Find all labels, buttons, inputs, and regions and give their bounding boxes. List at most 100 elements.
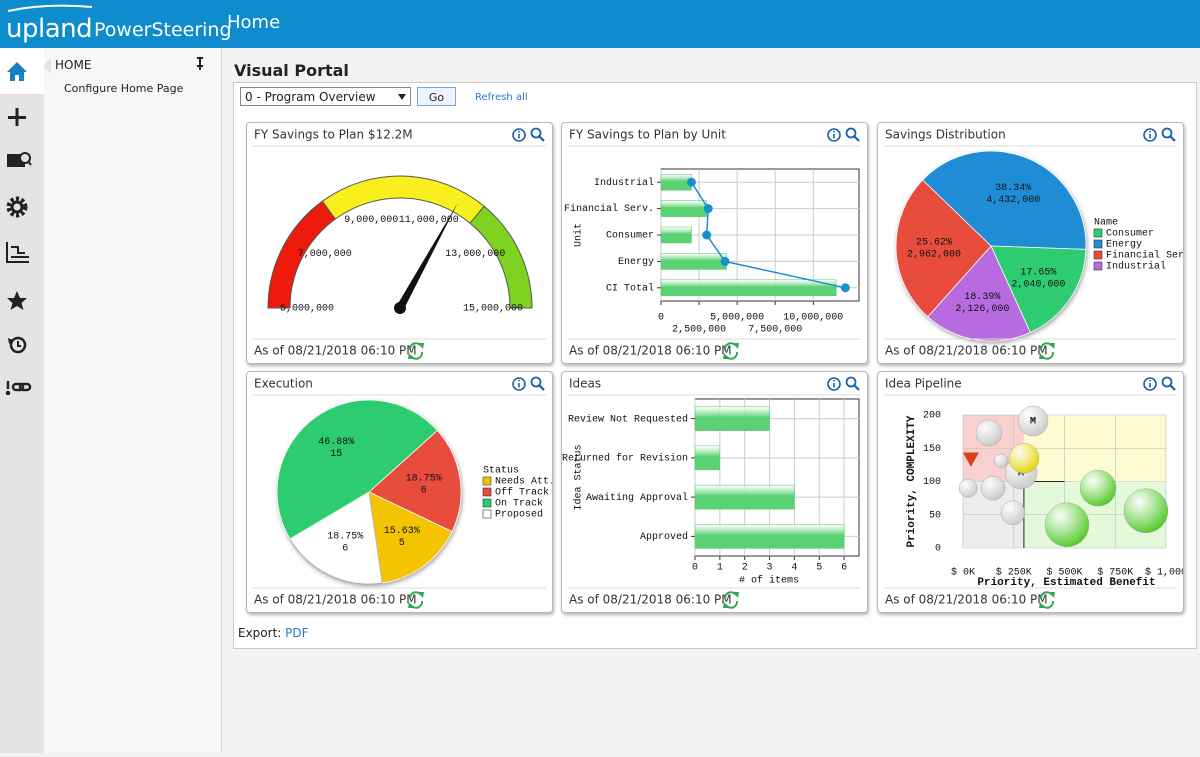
refresh-icon[interactable] <box>723 342 739 360</box>
portal-title: Visual Portal <box>234 61 349 80</box>
y-tick-label: Awaiting Approval <box>586 492 688 504</box>
bubble <box>1079 469 1117 507</box>
refresh-icon[interactable] <box>408 342 424 360</box>
refresh-head <box>733 592 739 598</box>
y-tick-label: 150 <box>923 444 941 455</box>
home-icon[interactable] <box>7 62 27 81</box>
export-pdf-link[interactable]: PDF <box>285 626 309 640</box>
legend-label: Proposed <box>495 509 543 521</box>
chart-title: FY Savings to Plan $12.2M <box>254 128 413 142</box>
x-axis-label: Priority, Estimated Benefit <box>977 577 1155 589</box>
info-icon[interactable] <box>1143 377 1157 391</box>
search-folder-icon[interactable] <box>7 152 32 167</box>
info-icon[interactable] <box>827 377 841 391</box>
line-point <box>720 256 730 266</box>
hierarchy-icon[interactable] <box>6 242 29 263</box>
gauge-tick-label: 9,000,000 <box>344 215 398 226</box>
view-select[interactable]: 0 - Program Overview <box>240 87 411 106</box>
pie-amount-label: 5 <box>399 538 405 549</box>
legend-label: Industrial <box>1106 261 1166 273</box>
legend-title: Status <box>483 466 519 477</box>
y-axis-label: Idea Status <box>573 444 585 510</box>
bar <box>694 484 795 510</box>
zoom-handle <box>853 384 860 391</box>
y-tick-label: Review Not Requested <box>568 413 688 425</box>
info-icon[interactable] <box>827 128 841 142</box>
pin-icon[interactable] <box>195 57 205 71</box>
zoom-icon[interactable] <box>845 127 860 142</box>
export-label: Export: <box>238 626 282 640</box>
line-point <box>702 230 712 240</box>
line-point <box>686 177 696 187</box>
brand[interactable]: upland <box>6 14 93 44</box>
chart: Execution18.75%615.63%518.75%646.88%15St… <box>253 376 552 609</box>
line-point <box>703 204 713 214</box>
history-icon[interactable] <box>8 336 27 354</box>
pie <box>895 150 1087 342</box>
legend-swatch <box>482 487 492 497</box>
bar <box>694 406 770 431</box>
x-tick-label: 10,000,000 <box>783 313 843 324</box>
favorites-icon[interactable] <box>7 291 27 310</box>
bar <box>660 253 727 270</box>
legend-swatch <box>1093 250 1103 260</box>
refresh-icon[interactable] <box>1039 591 1055 609</box>
zoom-icon[interactable] <box>1161 376 1176 391</box>
pie-amount-label: 15 <box>330 449 342 460</box>
nav-item[interactable]: Configure Home Page <box>64 82 184 95</box>
info-icon[interactable] <box>512 128 526 142</box>
x-tick-label: $ 500K <box>1046 567 1082 579</box>
info-icon[interactable] <box>1143 128 1157 142</box>
chart-title: Ideas <box>569 377 601 391</box>
info-icon[interactable] <box>512 377 526 391</box>
y-tick-label: Energy <box>618 257 654 268</box>
legend-swatch <box>1093 239 1103 249</box>
gauge-tick-label: 5,000,000 <box>280 304 334 315</box>
gauge-tick-label: 13,000,000 <box>445 249 505 260</box>
bubble <box>1123 488 1169 533</box>
pie-value-label: 46.88% <box>318 437 354 448</box>
y-tick-label: 100 <box>923 477 941 488</box>
footnote: As of 08/21/2018 06:10 PM <box>569 593 732 607</box>
zoom-handle <box>538 135 545 142</box>
y-tick-label: Approved <box>640 531 688 543</box>
product-name: PowerSteering <box>94 19 232 41</box>
nav-section[interactable]: HOME <box>55 58 92 72</box>
line-point <box>840 283 850 293</box>
legend-swatch <box>1093 228 1103 238</box>
footnote: As of 08/21/2018 06:10 PM <box>254 593 417 607</box>
settings-icon[interactable] <box>6 196 28 218</box>
chart-panel: Execution 18.75% 6 15.63% 5 18.75% 6 46.88% 15 St… <box>246 371 553 613</box>
zoom-icon[interactable] <box>845 376 860 391</box>
bar <box>660 200 707 217</box>
zoom-icon[interactable] <box>530 127 545 142</box>
legend-swatch <box>1093 261 1103 271</box>
refresh-link[interactable]: Refresh all <box>475 92 528 103</box>
info-dot <box>518 130 520 133</box>
zoom-icon[interactable] <box>1161 127 1176 142</box>
x-tick-label: 6 <box>841 563 847 574</box>
gauge-band <box>469 205 533 309</box>
header: upland PowerSteering Home <box>0 0 1200 48</box>
y-tick-label: CI Total <box>606 282 654 294</box>
add-icon[interactable] <box>8 108 26 126</box>
refresh-icon[interactable] <box>1039 342 1055 360</box>
zoom-handle <box>1169 384 1176 391</box>
pie-slice <box>276 399 438 540</box>
legend-label: Energy <box>1106 240 1142 251</box>
pie-slice <box>927 245 1031 342</box>
chart-title: FY Savings to Plan by Unit <box>569 128 726 142</box>
x-axis-label: # of items <box>739 575 799 587</box>
go-button[interactable]: Go <box>417 87 456 106</box>
zoom-handle <box>538 384 545 391</box>
bubble <box>1008 443 1040 474</box>
bubble-label: M <box>1018 468 1024 479</box>
zoom-icon[interactable] <box>530 376 545 391</box>
x-tick-label: $ 0K <box>951 567 975 579</box>
refresh-head <box>1039 353 1045 359</box>
refresh-icon[interactable] <box>408 591 424 609</box>
refresh-icon[interactable] <box>723 591 739 609</box>
bar <box>694 524 845 549</box>
gauge-tick-label: 7,000,000 <box>298 249 352 260</box>
links-icon[interactable] <box>5 381 32 396</box>
